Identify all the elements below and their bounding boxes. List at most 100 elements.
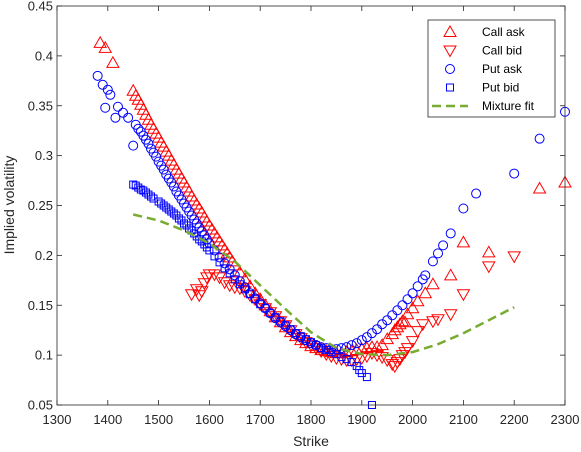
data-point bbox=[146, 192, 155, 201]
data-point bbox=[169, 209, 178, 218]
y-tick-label: 0.3 bbox=[35, 148, 53, 163]
data-point bbox=[443, 268, 458, 281]
x-tick-label: 2100 bbox=[449, 412, 478, 427]
data-point bbox=[375, 352, 389, 365]
data-point bbox=[134, 183, 143, 192]
data-point bbox=[239, 282, 250, 293]
y-tick-label: 0.25 bbox=[28, 198, 53, 213]
data-point bbox=[443, 309, 458, 322]
data-point bbox=[362, 373, 371, 382]
data-point bbox=[342, 355, 351, 364]
data-point bbox=[356, 335, 367, 346]
data-point bbox=[112, 101, 123, 112]
data-point bbox=[331, 344, 342, 355]
data-point bbox=[395, 314, 410, 327]
x-tick-label: 2200 bbox=[500, 412, 529, 427]
data-point bbox=[307, 338, 315, 347]
data-point bbox=[438, 240, 449, 251]
data-point bbox=[370, 340, 384, 353]
data-point bbox=[182, 221, 191, 230]
legend-label: Put bid bbox=[482, 81, 519, 95]
data-point bbox=[382, 315, 393, 326]
legend-triangle-up-icon bbox=[443, 24, 457, 37]
data-point bbox=[390, 357, 405, 370]
data-point bbox=[106, 55, 120, 68]
data-point bbox=[110, 112, 121, 123]
x-tick-label: 1900 bbox=[347, 412, 376, 427]
data-point bbox=[214, 252, 225, 263]
data-point bbox=[143, 138, 154, 149]
data-point bbox=[398, 315, 412, 328]
data-point bbox=[129, 180, 138, 189]
data-point bbox=[102, 84, 113, 95]
x-tick-label: 2300 bbox=[551, 412, 580, 427]
data-point bbox=[426, 277, 440, 290]
data-point bbox=[481, 245, 496, 258]
x-axis-label: Strike bbox=[293, 433, 329, 449]
data-point bbox=[151, 151, 162, 162]
data-point bbox=[235, 280, 244, 289]
data-point bbox=[97, 79, 108, 90]
data-point bbox=[105, 89, 116, 100]
data-point bbox=[375, 338, 389, 351]
legend-circle-icon bbox=[445, 64, 455, 74]
data-point bbox=[456, 289, 471, 302]
data-point bbox=[93, 35, 108, 48]
data-point bbox=[301, 335, 310, 344]
data-point bbox=[217, 277, 232, 290]
data-point bbox=[351, 338, 362, 349]
data-point bbox=[332, 350, 341, 359]
data-point bbox=[136, 185, 145, 194]
legend-square-icon bbox=[446, 83, 454, 92]
data-point bbox=[296, 332, 305, 341]
data-point bbox=[372, 324, 383, 335]
data-point bbox=[202, 243, 211, 252]
data-point bbox=[184, 289, 199, 302]
data-point bbox=[234, 276, 245, 287]
data-point bbox=[92, 70, 103, 81]
x-tick-label: 1400 bbox=[93, 412, 122, 427]
data-point bbox=[133, 123, 144, 134]
x-tick-label: 1700 bbox=[246, 412, 275, 427]
data-point bbox=[387, 310, 398, 321]
data-point bbox=[481, 261, 496, 274]
legend-item: Put ask bbox=[445, 62, 523, 76]
data-point bbox=[410, 326, 425, 339]
data-point bbox=[431, 314, 445, 327]
data-point bbox=[418, 286, 433, 299]
data-point bbox=[393, 317, 407, 330]
x-tick-label: 1600 bbox=[195, 412, 224, 427]
data-point bbox=[215, 258, 224, 267]
x-tick-label: 1500 bbox=[144, 412, 173, 427]
data-point bbox=[370, 350, 384, 363]
x-tick-label: 2000 bbox=[398, 412, 427, 427]
data-point bbox=[412, 281, 423, 292]
data-point bbox=[118, 107, 129, 118]
data-point bbox=[251, 295, 260, 304]
data-point bbox=[222, 280, 237, 293]
data-point bbox=[397, 300, 408, 311]
legend-label: Call ask bbox=[482, 25, 526, 39]
legend-item: Mixture fit bbox=[432, 99, 535, 113]
y-tick-label: 0.05 bbox=[28, 398, 53, 413]
data-point bbox=[261, 304, 270, 313]
data-point bbox=[205, 246, 214, 255]
legend-item: Call bid bbox=[443, 44, 522, 58]
axes: 1300 1400 1500 1600 1700 1800 1900 2000 2100 2200… bbox=[28, 0, 580, 427]
data-point bbox=[534, 133, 545, 144]
data-point bbox=[360, 341, 374, 354]
y-tick-label: 0.1 bbox=[35, 348, 53, 363]
x-tick-label: 1300 bbox=[43, 412, 72, 427]
data-point bbox=[415, 319, 430, 332]
data-point bbox=[346, 340, 357, 351]
legend-triangle-down-icon bbox=[443, 45, 457, 58]
data-point bbox=[189, 284, 204, 297]
mixture-fit-line bbox=[132, 213, 515, 357]
data-point bbox=[456, 235, 471, 248]
x-tick-label: 1800 bbox=[297, 412, 326, 427]
y-tick-label: 0.2 bbox=[35, 248, 53, 263]
data-point bbox=[324, 351, 339, 364]
data-point bbox=[402, 294, 413, 305]
legend-label: Mixture fit bbox=[482, 99, 535, 113]
data-point bbox=[98, 40, 113, 53]
